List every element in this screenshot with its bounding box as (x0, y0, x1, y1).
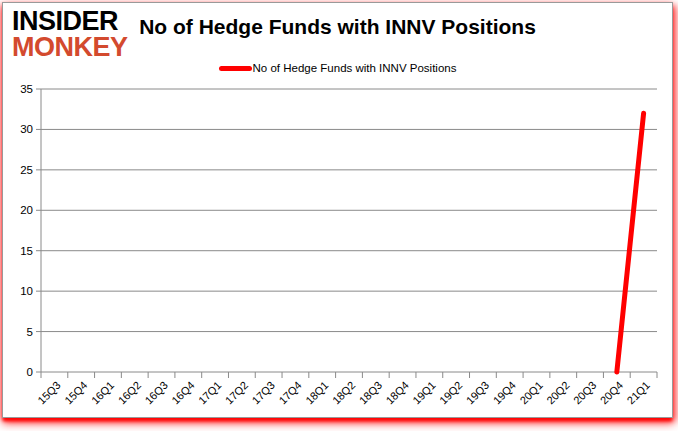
x-axis-label: 19Q2 (437, 379, 465, 407)
x-axis-label: 21Q1 (625, 379, 653, 407)
series-line (617, 113, 644, 372)
x-axis-label: 19Q3 (464, 379, 492, 407)
x-axis-label: 17Q2 (223, 379, 251, 407)
x-axis-label: 20Q3 (571, 379, 599, 407)
y-axis-label: 10 (20, 285, 33, 297)
y-axis-label: 0 (27, 366, 33, 378)
x-axis-label: 16Q2 (116, 379, 144, 407)
x-axis-label: 19Q4 (491, 379, 519, 407)
x-axis-label: 17Q3 (250, 379, 278, 407)
chart-frame: INSIDER MONKEY No of Hedge Funds with IN… (2, 2, 673, 418)
x-axis-label: 15Q3 (35, 379, 63, 407)
y-axis-label: 5 (27, 326, 33, 338)
x-axis-label: 16Q1 (89, 379, 117, 407)
x-axis-label: 18Q3 (357, 379, 385, 407)
x-axis-label: 20Q1 (517, 379, 545, 407)
x-axis-label: 20Q2 (544, 379, 572, 407)
x-axis-label: 20Q4 (598, 379, 626, 407)
x-axis-label: 15Q4 (62, 379, 90, 407)
x-axis-label: 18Q2 (330, 379, 358, 407)
y-axis-label: 20 (20, 204, 33, 216)
screenshot-canvas: INSIDER MONKEY No of Hedge Funds with IN… (0, 0, 678, 431)
x-axis-label: 17Q1 (196, 379, 224, 407)
x-axis-label: 16Q3 (142, 379, 170, 407)
x-axis-label: 19Q1 (410, 379, 438, 407)
y-axis-label: 25 (20, 164, 33, 176)
x-axis-label: 16Q4 (169, 379, 197, 407)
x-axis-label: 18Q1 (303, 379, 331, 407)
x-axis-label: 17Q4 (276, 379, 304, 407)
x-axis-label: 18Q4 (383, 379, 411, 407)
y-axis-label: 30 (20, 123, 33, 135)
y-axis-label: 35 (20, 83, 33, 95)
y-axis-label: 15 (20, 245, 33, 257)
plot-area: 0510152025303515Q315Q416Q116Q216Q316Q417… (3, 3, 674, 419)
